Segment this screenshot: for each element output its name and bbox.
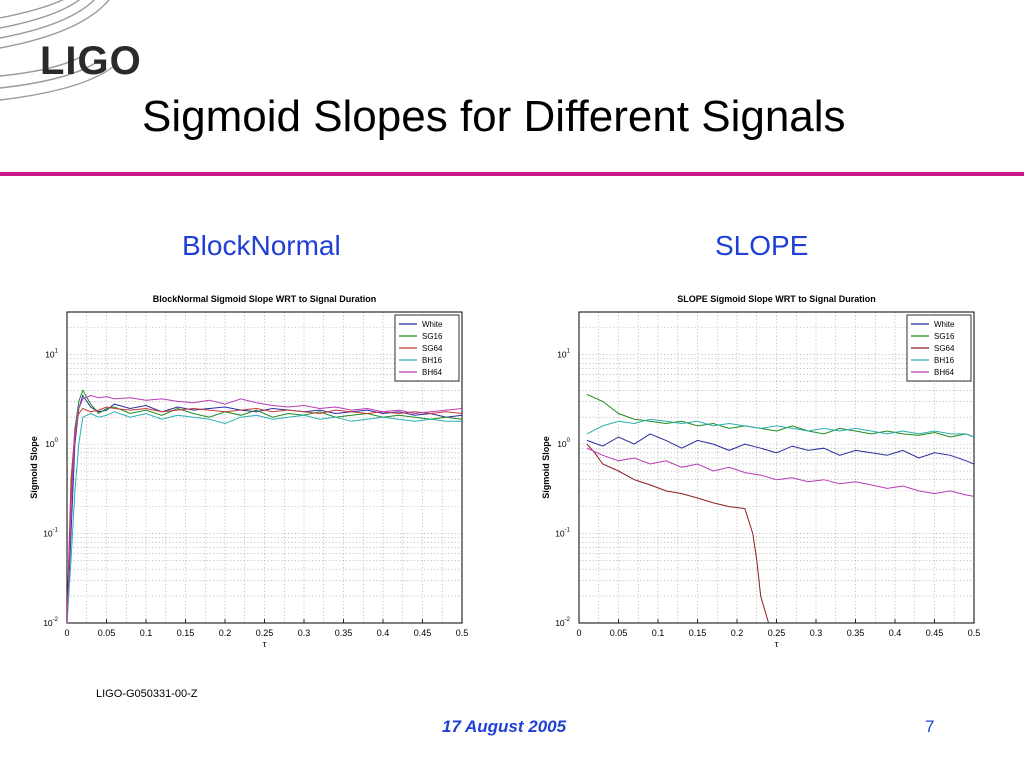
y-tick-label: 101 xyxy=(557,349,570,360)
y-tick-label: 10-1 xyxy=(43,528,58,539)
x-tick-label: 0.45 xyxy=(926,628,944,638)
chart-title: BlockNormal Sigmoid Slope WRT to Signal … xyxy=(153,294,377,304)
x-axis-label: τ xyxy=(775,639,779,649)
y-grid xyxy=(67,311,462,597)
y-tick-label: 10-2 xyxy=(43,617,58,628)
page-number: 7 xyxy=(925,717,935,736)
legend-entry: SG16 xyxy=(934,332,955,341)
series-line-sg64 xyxy=(586,443,770,623)
y-tick-label: 10-1 xyxy=(555,528,570,539)
chart-blocknormal: BlockNormal Sigmoid Slope WRT to Signal … xyxy=(29,294,469,649)
x-tick-label: 0 xyxy=(64,628,69,638)
x-axis-label: τ xyxy=(263,639,267,649)
ligo-logo-text: LIGO xyxy=(40,39,142,83)
document-id: LIGO-G050331-00-Z xyxy=(96,688,198,700)
series-line-bh16 xyxy=(67,411,462,623)
chart-title: SLOPE Sigmoid Slope WRT to Signal Durati… xyxy=(677,294,876,304)
legend-entry: BH16 xyxy=(422,356,443,365)
x-tick-label: 0.5 xyxy=(968,628,981,638)
series-line-bh64 xyxy=(67,394,462,623)
series-line-white xyxy=(67,394,462,623)
series-line-sg16 xyxy=(586,393,974,438)
x-tick-label: 0.35 xyxy=(335,628,353,638)
x-grid xyxy=(598,312,955,623)
footer-date: 17 August 2005 xyxy=(442,717,567,736)
panel-heading-blocknormal: BlockNormal xyxy=(182,230,341,261)
y-tick-label: 10-2 xyxy=(555,617,570,628)
x-tick-label: 0.2 xyxy=(219,628,232,638)
legend-entry: White xyxy=(934,320,955,329)
x-tick-label: 0.15 xyxy=(689,628,707,638)
x-tick-label: 0.3 xyxy=(298,628,311,638)
y-grid xyxy=(579,311,974,597)
y-tick-label: 100 xyxy=(557,438,570,449)
series-line-bh16 xyxy=(586,418,974,438)
slide-title: Sigmoid Slopes for Different Signals xyxy=(142,92,846,141)
x-tick-label: 0.4 xyxy=(377,628,390,638)
y-axis-label: Sigmoid Slope xyxy=(29,436,39,499)
y-axis-label: Sigmoid Slope xyxy=(541,436,551,499)
x-tick-label: 0.35 xyxy=(847,628,865,638)
x-tick-label: 0.1 xyxy=(140,628,153,638)
x-tick-label: 0.3 xyxy=(810,628,823,638)
legend-entry: BH64 xyxy=(422,368,443,377)
series-line-bh64 xyxy=(586,447,974,497)
ligo-logo: LIGO xyxy=(0,0,142,101)
x-tick-label: 0.25 xyxy=(768,628,786,638)
x-tick-label: 0.2 xyxy=(731,628,744,638)
x-tick-label: 0.4 xyxy=(889,628,902,638)
legend: White SG16 SG64 BH16 BH64 xyxy=(394,314,460,382)
x-tick-label: 0.1 xyxy=(652,628,665,638)
x-tick-label: 0.05 xyxy=(610,628,628,638)
x-tick-label: 0.05 xyxy=(98,628,116,638)
x-tick-label: 0.25 xyxy=(256,628,274,638)
panel-heading-slope: SLOPE xyxy=(715,230,809,261)
chart-slope: SLOPE Sigmoid Slope WRT to Signal Durati… xyxy=(541,294,981,649)
legend: White SG16 SG64 BH16 BH64 xyxy=(906,314,972,382)
x-tick-label: 0 xyxy=(576,628,581,638)
x-tick-label: 0.45 xyxy=(414,628,432,638)
x-tick-label: 0.15 xyxy=(177,628,195,638)
legend-entry: SG16 xyxy=(422,332,443,341)
legend-entry: BH16 xyxy=(934,356,955,365)
y-tick-label: 101 xyxy=(45,349,58,360)
legend-entry: White xyxy=(422,320,443,329)
x-tick-label: 0.5 xyxy=(456,628,469,638)
legend-entry: BH64 xyxy=(934,368,955,377)
title-divider xyxy=(0,172,1024,176)
legend-entry: SG64 xyxy=(422,344,443,353)
y-tick-label: 100 xyxy=(45,438,58,449)
series-line-white xyxy=(586,433,974,465)
series-group xyxy=(586,393,974,623)
series-group xyxy=(67,389,462,623)
legend-entry: SG64 xyxy=(934,344,955,353)
